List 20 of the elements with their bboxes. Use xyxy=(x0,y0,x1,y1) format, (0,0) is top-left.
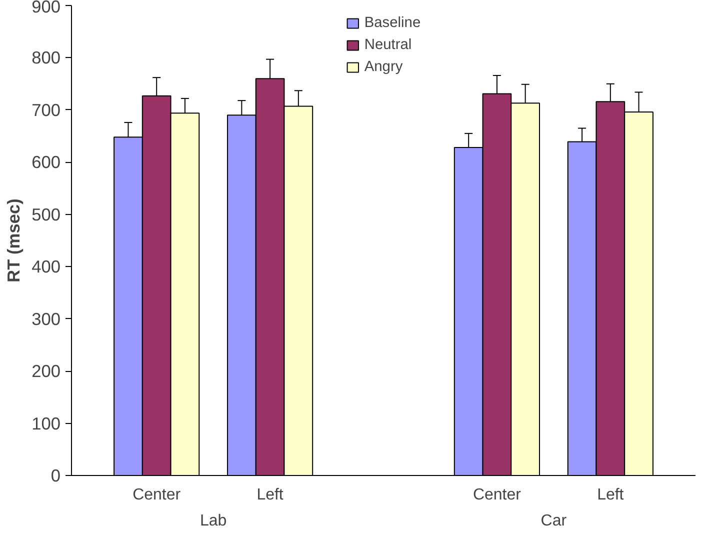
y-tick-label: 800 xyxy=(32,48,61,68)
y-tick-label: 900 xyxy=(32,0,61,16)
y-axis-title: RT (msec) xyxy=(4,198,24,282)
text: Lab xyxy=(200,512,227,530)
x-tick-label: Center xyxy=(132,486,182,504)
x-tick-label: Left xyxy=(597,486,624,504)
y-tick-label: 200 xyxy=(32,361,61,382)
x-tick-label: Center xyxy=(472,486,522,504)
legend-label: Neutral xyxy=(364,37,412,53)
y-tick-label: 0 xyxy=(50,466,61,486)
y-tick-label: 700 xyxy=(32,100,61,120)
text: Car xyxy=(540,512,568,530)
y-tick-label: 400 xyxy=(32,256,61,277)
y-tick-label: 500 xyxy=(32,204,61,224)
y-tick-label: 100 xyxy=(32,413,61,434)
y-tick-label: 300 xyxy=(32,308,61,329)
y-tick-label: 600 xyxy=(32,152,61,172)
x-tick-label: Left xyxy=(256,486,284,504)
legend-label: Angry xyxy=(364,59,403,75)
legend-label: Baseline xyxy=(364,15,421,31)
